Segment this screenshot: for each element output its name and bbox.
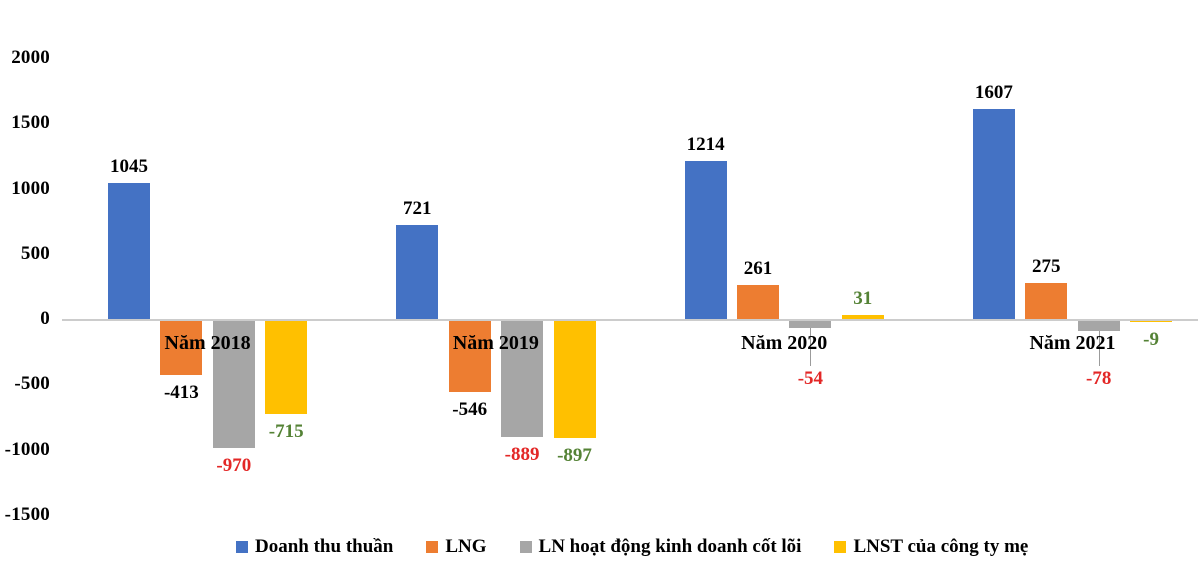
data-label: -9: [1143, 329, 1159, 351]
y-axis-tick-label: 500: [20, 242, 50, 264]
y-axis-tick-label: 0: [40, 308, 50, 329]
legend: Doanh thu thuần LNG LN hoạt động kinh doan…: [236, 534, 1028, 560]
category-label: Năm 2021: [1029, 332, 1116, 354]
category-label: Năm 2020: [741, 332, 828, 354]
legend-color-swatch: [426, 541, 439, 553]
chart-bar-1-3: [684, 160, 727, 319]
y-axis-tick-label: -1500: [4, 503, 50, 525]
chart-bar-4-3: [841, 314, 884, 319]
chart-bar-2-4: [1025, 283, 1068, 319]
chart-bar-1-1: [108, 182, 150, 319]
chart-bar-1-2: [396, 224, 439, 319]
legend-label: LN hoạt động kinh doanh cốt lõi: [538, 536, 802, 557]
data-label: 721: [403, 197, 432, 219]
data-label: -889: [504, 444, 540, 465]
y-axis-tick-label: -1000: [4, 438, 50, 460]
chart-bar-3-4: [1077, 321, 1120, 332]
data-label: 1045: [110, 155, 148, 177]
legend-item: LN hoạt động kinh doanh cốt lõi: [519, 535, 802, 559]
y-axis-tick-label: -500: [14, 373, 50, 395]
chart-bar-3-1: [212, 321, 255, 448]
legend-color-swatch: [834, 541, 847, 553]
y-axis-tick-label: 1500: [11, 112, 50, 134]
data-label: 31: [853, 287, 873, 309]
data-label: -970: [216, 454, 252, 476]
chart-bar-2-3: [737, 284, 779, 319]
y-axis-tick-label: 2000: [11, 47, 50, 68]
leader-line: [1098, 331, 1100, 366]
legend-color-swatch: [236, 541, 248, 553]
chart-bar-4-2: [553, 321, 596, 439]
data-label: 261: [743, 257, 773, 279]
chart-bar-3-3: [789, 321, 832, 329]
data-label: -715: [268, 421, 304, 443]
data-label: -78: [1086, 368, 1112, 389]
chart-bar-4-4: [1130, 321, 1173, 323]
chart-bar-1-4: [972, 109, 1015, 319]
data-label: 1607: [974, 82, 1013, 104]
legend-color-swatch: [519, 541, 532, 553]
leader-line: [810, 328, 812, 366]
data-label: -54: [797, 368, 824, 389]
category-label: Năm 2019: [452, 332, 539, 354]
data-label: -546: [452, 399, 488, 421]
chart-bar-3-2: [501, 321, 544, 437]
legend-label: LNG: [445, 536, 487, 557]
legend-label: LNST của công ty mẹ: [853, 536, 1029, 557]
data-label: 1214: [686, 133, 725, 155]
legend-label: Doanh thu thuần: [255, 536, 394, 557]
data-label: -897: [557, 445, 592, 467]
category-label: Năm 2018: [164, 332, 251, 354]
chart-bar-2-2: [448, 321, 491, 393]
legend-item: Doanh thu thuần: [236, 535, 393, 559]
chart-bar-2-1: [160, 321, 203, 375]
chart-bar-4-1: [265, 321, 308, 415]
legend-item: LNG: [426, 535, 487, 559]
y-axis-tick-label: 1000: [11, 177, 50, 199]
data-label: -413: [163, 381, 199, 403]
data-label: 275: [1032, 256, 1061, 278]
x-axis-zero-line: [62, 319, 1198, 321]
legend-item: LNST của công ty mẹ: [834, 535, 1028, 559]
